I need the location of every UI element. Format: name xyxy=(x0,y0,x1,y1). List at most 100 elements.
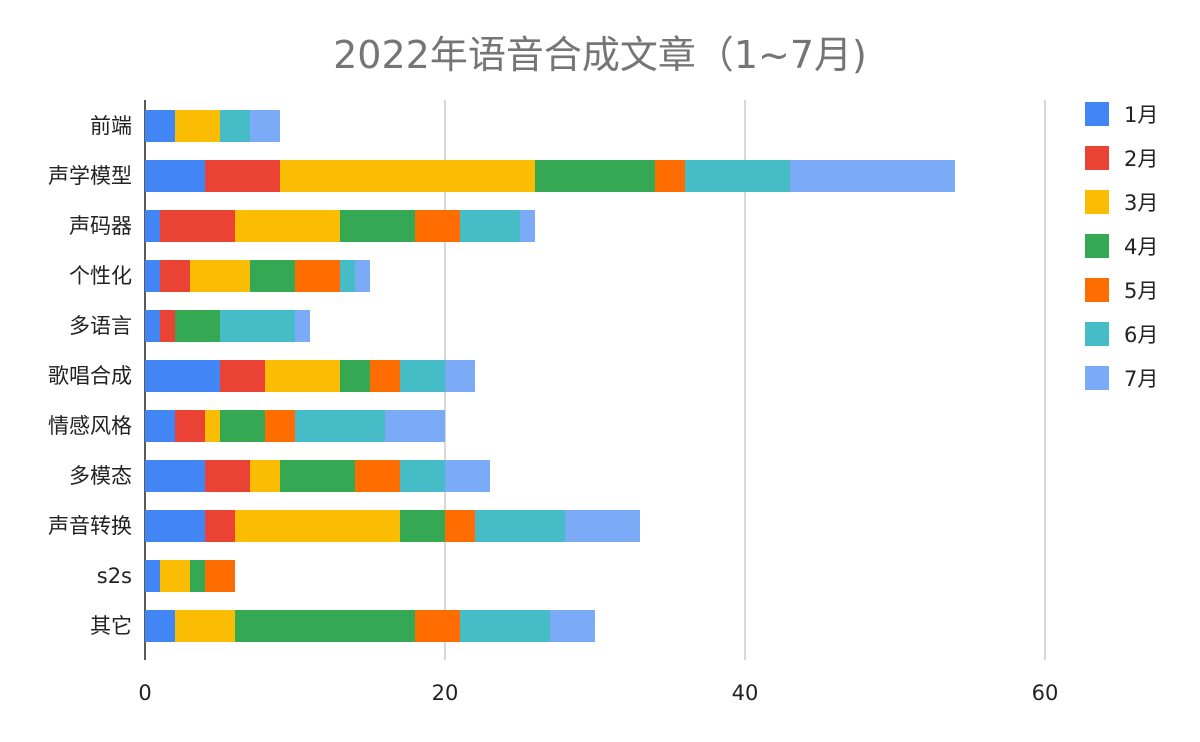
bar-segment-2-4 xyxy=(415,210,460,242)
bar-segment-7-5 xyxy=(400,460,445,492)
bar-segment-3-3 xyxy=(250,260,295,292)
bar-segment-0-0 xyxy=(145,110,175,142)
bar-segment-5-4 xyxy=(370,360,400,392)
bar-segment-1-6 xyxy=(790,160,955,192)
legend-label: 6月 xyxy=(1124,323,1158,347)
bar-segment-3-2 xyxy=(190,260,250,292)
bar-segment-2-0 xyxy=(145,210,160,242)
bar-segment-9-3 xyxy=(190,560,205,592)
category-label: 情感风格 xyxy=(48,414,132,438)
bar-segment-8-3 xyxy=(400,510,445,542)
category-label: 声码器 xyxy=(69,214,132,238)
category-label: 其它 xyxy=(90,614,132,638)
bar-segment-4-6 xyxy=(295,310,310,342)
bar-segment-2-1 xyxy=(160,210,235,242)
x-tick-label: 60 xyxy=(1032,681,1059,705)
legend-swatch xyxy=(1085,322,1109,346)
category-label: 歌唱合成 xyxy=(48,364,132,388)
bar-segment-7-3 xyxy=(280,460,355,492)
bar-segment-0-2 xyxy=(175,110,220,142)
bar-segment-7-4 xyxy=(355,460,400,492)
bar-segment-9-0 xyxy=(145,560,160,592)
category-label: 前端 xyxy=(90,114,132,138)
bar-segment-6-6 xyxy=(385,410,445,442)
bar-segment-5-3 xyxy=(340,360,370,392)
category-label: 个性化 xyxy=(69,264,132,288)
bar-segment-7-0 xyxy=(145,460,205,492)
bar-segment-7-6 xyxy=(445,460,490,492)
legend-swatch xyxy=(1085,190,1109,214)
bar-segment-3-1 xyxy=(160,260,190,292)
legend-swatch xyxy=(1085,278,1109,302)
legend-swatch xyxy=(1085,366,1109,390)
bar-segment-10-3 xyxy=(235,610,415,642)
category-label: 声学模型 xyxy=(48,164,132,188)
bar-segment-2-6 xyxy=(520,210,535,242)
bar-segment-2-5 xyxy=(460,210,520,242)
legend-label: 4月 xyxy=(1124,235,1158,259)
legend-swatch xyxy=(1085,234,1109,258)
bar-segment-10-5 xyxy=(460,610,550,642)
chart-title: 2022年语音合成文章（1~7月) xyxy=(333,33,867,77)
x-tick-label: 20 xyxy=(432,681,459,705)
category-label: 多语言 xyxy=(69,314,132,338)
legend-label: 1月 xyxy=(1124,103,1158,127)
bar-segment-4-5 xyxy=(220,310,295,342)
legend-label: 2月 xyxy=(1124,147,1158,171)
bar-segment-8-1 xyxy=(205,510,235,542)
bar-segment-10-0 xyxy=(145,610,175,642)
x-tick-labels: 0 20 40 60 xyxy=(138,681,1058,705)
bar-segment-8-6 xyxy=(565,510,640,542)
bar-segment-1-0 xyxy=(145,160,205,192)
bar-segment-10-2 xyxy=(175,610,235,642)
bar-segment-3-4 xyxy=(295,260,340,292)
bar-segment-9-2 xyxy=(160,560,190,592)
bar-segment-6-3 xyxy=(220,410,265,442)
bar-segment-6-1 xyxy=(175,410,205,442)
legend-label: 5月 xyxy=(1124,279,1158,303)
bar-segment-5-2 xyxy=(265,360,340,392)
x-tick-label: 0 xyxy=(138,681,151,705)
bar-segment-7-2 xyxy=(250,460,280,492)
bar-segment-8-2 xyxy=(235,510,400,542)
legend: 1月 2月 3月 4月 5月 6月 7月 xyxy=(1085,102,1158,391)
bar-segment-1-1 xyxy=(205,160,280,192)
bar-segment-5-1 xyxy=(220,360,265,392)
bar-segment-6-0 xyxy=(145,410,175,442)
x-tick-label: 40 xyxy=(732,681,759,705)
bar-segment-6-5 xyxy=(295,410,385,442)
bar-segment-3-5 xyxy=(340,260,355,292)
bar-segment-10-6 xyxy=(550,610,595,642)
category-label: s2s xyxy=(97,564,132,588)
bar-segment-0-5 xyxy=(220,110,250,142)
bar-segment-8-4 xyxy=(445,510,475,542)
bar-segment-2-3 xyxy=(340,210,415,242)
bar-segment-6-2 xyxy=(205,410,220,442)
bar-segment-7-1 xyxy=(205,460,250,492)
legend-label: 3月 xyxy=(1124,191,1158,215)
bar-segment-10-4 xyxy=(415,610,460,642)
bar-segment-5-0 xyxy=(145,360,220,392)
bar-segment-4-3 xyxy=(175,310,220,342)
bar-segment-3-6 xyxy=(355,260,370,292)
bar-segment-9-4 xyxy=(205,560,235,592)
bar-segment-1-3 xyxy=(535,160,655,192)
category-label: 声音转换 xyxy=(48,514,132,538)
legend-label: 7月 xyxy=(1124,367,1158,391)
bar-segment-8-5 xyxy=(475,510,565,542)
bars xyxy=(145,110,955,642)
bar-segment-6-4 xyxy=(265,410,295,442)
bar-segment-1-4 xyxy=(655,160,685,192)
bar-segment-8-0 xyxy=(145,510,205,542)
bar-segment-5-6 xyxy=(445,360,475,392)
bar-segment-4-1 xyxy=(160,310,175,342)
bar-segment-0-6 xyxy=(250,110,280,142)
bar-segment-1-5 xyxy=(685,160,790,192)
bar-segment-3-0 xyxy=(145,260,160,292)
legend-swatch xyxy=(1085,102,1109,126)
bar-segment-4-0 xyxy=(145,310,160,342)
bar-segment-1-2 xyxy=(280,160,535,192)
legend-swatch xyxy=(1085,146,1109,170)
